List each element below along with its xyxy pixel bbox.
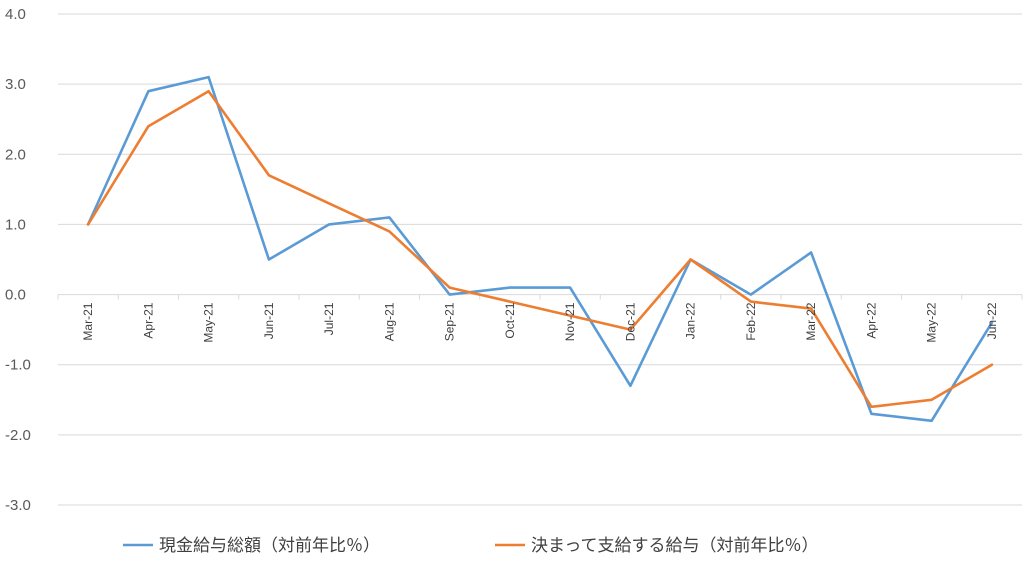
y-axis-tick-labels: 4.0 3.0 2.0 1.0 0.0 -1.0 -2.0 -3.0 xyxy=(5,6,31,514)
x-axis-tick-labels: Mar-21 Apr-21 May-21 Jun-21 Jul-21 Aug-21 Sep-… xyxy=(81,302,999,342)
x-tick-label: Nov-21 xyxy=(563,302,577,341)
x-tick-label: Jul-21 xyxy=(322,302,336,335)
x-tick-label: May-21 xyxy=(202,302,216,342)
x-tick-label: Aug-21 xyxy=(382,302,396,341)
x-tick-label: Mar-22 xyxy=(804,302,818,340)
y-tick-label: -3.0 xyxy=(5,497,31,514)
y-tick-label: -1.0 xyxy=(5,357,31,374)
x-tick-label: Oct-21 xyxy=(503,302,517,338)
x-tick-label: Apr-21 xyxy=(141,302,155,338)
y-tick-label: 2.0 xyxy=(5,146,26,163)
x-tick-label: Dec-21 xyxy=(623,302,637,341)
x-tick-label: Sep-21 xyxy=(443,302,457,341)
x-tick-label: Feb-22 xyxy=(744,302,758,340)
y-tick-label: 3.0 xyxy=(5,76,26,93)
series-line-1 xyxy=(86,75,994,423)
x-tick-label: Jun-22 xyxy=(985,302,999,339)
gridlines xyxy=(57,13,1023,506)
x-tick-label: Apr-22 xyxy=(864,302,878,338)
y-tick-label: 4.0 xyxy=(5,6,26,23)
legend: 現金給与総額（対前年比％） 決まって支給する給与（対前年比％） xyxy=(123,536,818,556)
x-tick-label: Jun-21 xyxy=(262,302,276,339)
x-tick-label: Mar-21 xyxy=(81,302,95,340)
legend-label-2: 決まって支給する給与（対前年比％） xyxy=(531,536,818,556)
series-lines xyxy=(86,75,994,423)
x-tick-label: May-22 xyxy=(925,302,939,342)
x-tick-label: Jan-22 xyxy=(684,302,698,339)
legend-label-1: 現金給与総額（対前年比％） xyxy=(159,536,380,556)
y-tick-label: 0.0 xyxy=(5,287,26,304)
series-line-2 xyxy=(86,89,994,409)
y-tick-label: 1.0 xyxy=(5,216,26,233)
y-tick-label: -2.0 xyxy=(5,427,31,444)
